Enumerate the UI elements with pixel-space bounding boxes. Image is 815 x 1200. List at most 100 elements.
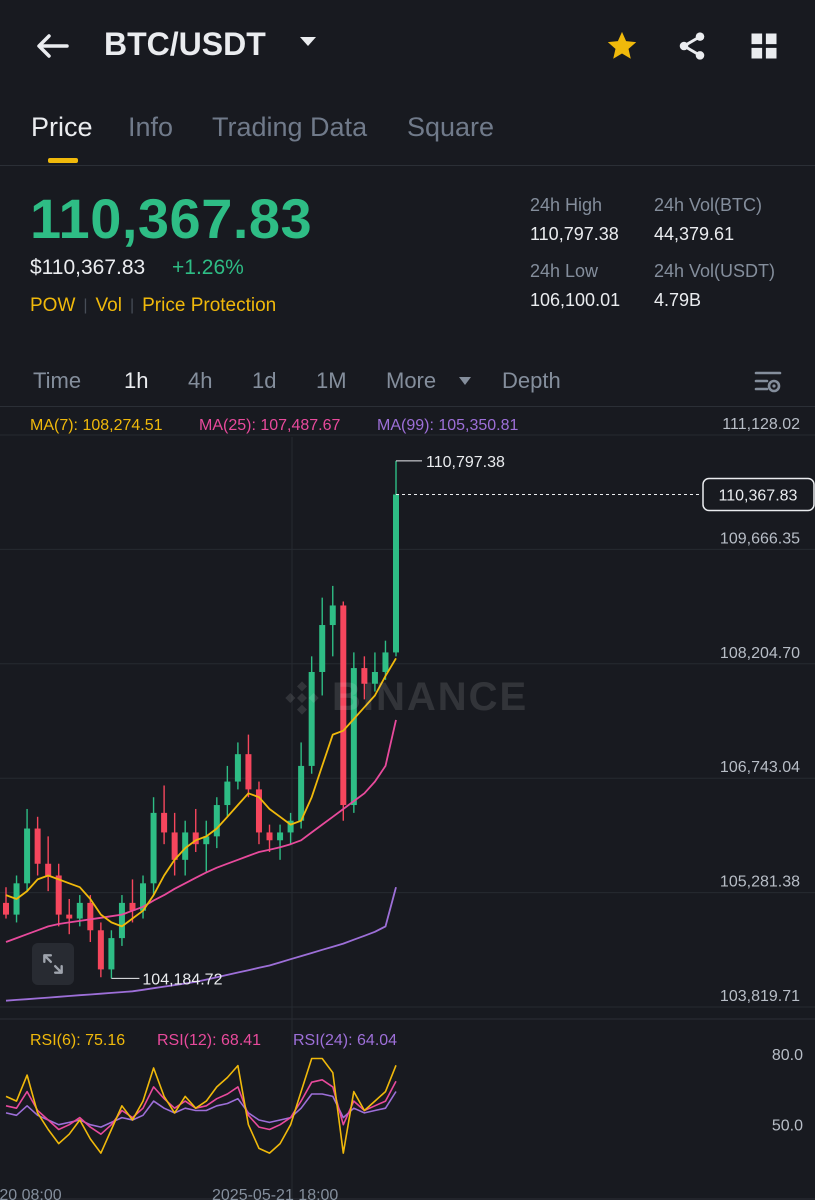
share-button[interactable] <box>670 24 714 68</box>
candle-body <box>87 902 94 931</box>
interval-bar: Time 1h 4h 1d 1M More Depth <box>0 360 815 404</box>
current-price-tag-label: 110,367.83 <box>719 487 798 504</box>
y-tick-label: 108,204.70 <box>720 645 800 662</box>
back-arrow-icon <box>37 34 69 58</box>
tag-row: POW | Vol | Price Protection <box>30 295 276 317</box>
candle-body <box>192 832 199 845</box>
tab-bar: Price Info Trading Data Square <box>0 100 815 166</box>
rsi6-line <box>5 1057 397 1154</box>
fullscreen-button[interactable] <box>32 943 74 985</box>
candle-body <box>371 671 378 684</box>
interval-1d[interactable]: 1d <box>252 368 277 393</box>
ma99-legend: MA(99): 105,350.81 <box>377 417 519 434</box>
candle-body <box>24 828 31 884</box>
candle-body <box>213 805 220 837</box>
candle-body <box>308 671 315 766</box>
candle-body <box>97 930 104 970</box>
rsi-tick-label: 80.0 <box>772 1047 803 1064</box>
ma99-line <box>5 886 397 1002</box>
x-tick-label: -20 08:00 <box>0 1187 62 1200</box>
rsi12-legend: RSI(12): 68.41 <box>157 1032 262 1049</box>
interval-4h[interactable]: 4h <box>188 368 213 393</box>
y-tick-label: 105,281.38 <box>720 874 800 891</box>
y-tick-label: 106,743.04 <box>720 759 800 776</box>
rsi24-legend: RSI(24): 64.04 <box>293 1032 398 1049</box>
candle-body <box>150 812 157 884</box>
candle-body <box>319 625 326 672</box>
candle-body <box>66 914 73 919</box>
tab-trading-data[interactable]: Trading Data <box>212 112 368 142</box>
ma25-line <box>5 719 397 943</box>
candle-body <box>118 902 125 939</box>
interval-1m[interactable]: 1M <box>316 368 347 393</box>
candle-body <box>245 754 252 790</box>
candle-body <box>350 668 357 806</box>
chart-settings-button[interactable] <box>748 364 788 400</box>
active-tab-indicator <box>48 158 78 163</box>
interval-depth[interactable]: Depth <box>502 368 561 393</box>
candle-body <box>266 832 273 841</box>
rsi12-line <box>5 1078 397 1136</box>
stat-24h-high-value: 110,797.38 <box>530 224 619 244</box>
star-icon <box>607 31 637 59</box>
stat-24h-vol-btc-label: 24h Vol(BTC) <box>654 195 763 215</box>
expand-icon <box>43 954 63 974</box>
tab-square[interactable]: Square <box>407 112 495 142</box>
candle-body <box>3 902 9 915</box>
kline-chart[interactable]: 111,128.02 109,666.35 108,204.70 106,743.04… <box>0 407 815 1200</box>
watermark-text: BINANCE <box>332 675 529 719</box>
caret-down-icon[interactable] <box>298 34 318 48</box>
stat-24h-high-label: 24h High <box>530 195 603 215</box>
high-marker-label: 110,797.38 <box>426 454 505 471</box>
chart-area[interactable]: 111,128.02 109,666.35 108,204.70 106,743.04… <box>0 406 815 1200</box>
binance-logo-icon <box>285 680 319 715</box>
candle-body <box>298 765 305 821</box>
tag-pow[interactable]: POW <box>30 295 76 316</box>
candle-body <box>171 832 178 860</box>
caret-down-icon[interactable] <box>458 376 472 386</box>
candle-body <box>277 832 284 841</box>
candle-body <box>203 836 210 845</box>
interval-more[interactable]: More <box>386 368 437 393</box>
candle-body <box>140 883 147 911</box>
tag-price-protection[interactable]: Price Protection <box>142 295 277 316</box>
favorite-button[interactable] <box>600 24 644 68</box>
tag-divider: | <box>83 297 88 314</box>
interval-1h[interactable]: 1h <box>124 368 149 393</box>
candle-body <box>55 875 62 915</box>
candle-body <box>34 828 41 864</box>
chart-settings-icon <box>754 371 782 393</box>
candle-body <box>393 494 399 653</box>
candle-body <box>255 789 262 833</box>
ma7-line <box>5 657 397 928</box>
candle-body <box>161 812 168 833</box>
tab-info[interactable]: Info <box>128 112 174 142</box>
ma25-legend: MA(25): 107,487.67 <box>199 417 341 434</box>
stat-24h-vol-btc-value: 44,379.61 <box>654 224 735 244</box>
stat-24h-vol-usdt-label: 24h Vol(USDT) <box>654 261 776 281</box>
tab-price[interactable]: Price <box>31 112 93 142</box>
back-button[interactable] <box>30 24 74 68</box>
pair-title[interactable]: BTC/USDT <box>104 26 266 62</box>
candle-body <box>329 605 336 626</box>
interval-time[interactable]: Time <box>33 368 82 393</box>
grid-menu-icon <box>751 33 777 59</box>
change-percent: +1.26% <box>172 256 244 279</box>
stat-24h-low-value: 106,100.01 <box>530 290 621 310</box>
stat-24h-vol-usdt-value: 4.79B <box>654 290 702 310</box>
low-marker-label: 104,184.72 <box>142 971 222 988</box>
x-tick-label: 2025-05-21 18:00 <box>212 1187 338 1200</box>
tag-divider: | <box>129 297 135 314</box>
candle-body <box>382 652 389 672</box>
tag-vol[interactable]: Vol <box>95 295 122 316</box>
current-price-tag <box>702 477 815 512</box>
candle-body <box>45 863 52 876</box>
candle-body <box>361 668 368 684</box>
candle-body <box>129 902 136 911</box>
grid-menu-button[interactable] <box>742 24 786 68</box>
candle-body <box>340 605 347 806</box>
candle-body <box>287 820 294 833</box>
watermark: BINANCE <box>282 675 528 720</box>
y-tick-label: 109,666.35 <box>720 530 800 547</box>
candle-body <box>76 902 83 919</box>
